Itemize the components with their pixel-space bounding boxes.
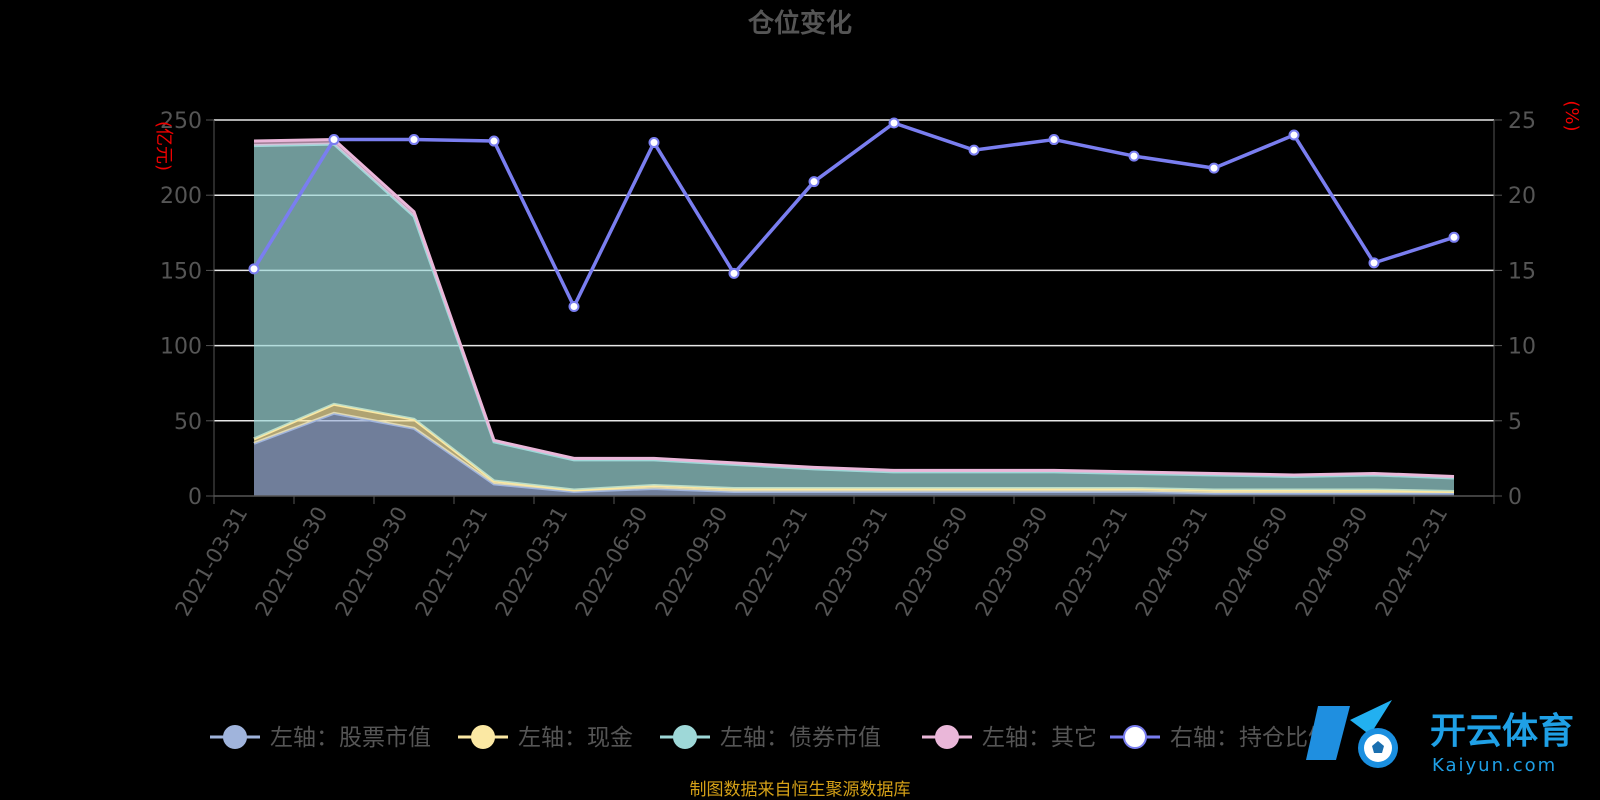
line-point xyxy=(968,144,980,156)
left-tick-label: 50 xyxy=(174,410,202,435)
x-tick-label: 2021-12-31 xyxy=(411,503,493,621)
watermark: 开云体育 Kaiyun.com xyxy=(1306,700,1574,776)
right-tick-label: 25 xyxy=(1508,109,1536,134)
watermark-cn: 开云体育 xyxy=(1430,711,1574,752)
legend: 左轴：股票市值 左轴：现金 左轴：债券市值 左轴：其它 右轴：持仓比例 xyxy=(210,725,1331,751)
chart-title: 仓位变化 xyxy=(747,8,852,39)
legend-marker xyxy=(935,725,959,749)
line-point xyxy=(1368,257,1380,269)
line-point xyxy=(408,134,420,146)
left-axis-unit: (亿元) xyxy=(153,121,174,171)
right-tick-label: 5 xyxy=(1508,410,1522,435)
line-series-0 xyxy=(252,121,1455,309)
left-tick-label: 150 xyxy=(160,259,202,284)
x-tick-label: 2023-12-31 xyxy=(1051,503,1133,621)
left-tick-label: 200 xyxy=(160,184,202,209)
line-point xyxy=(568,300,580,312)
ratio-line xyxy=(248,117,1460,312)
x-tick-label: 2024-12-31 xyxy=(1371,503,1453,621)
line-point xyxy=(888,117,900,129)
legend-item-1: 左轴：现金 xyxy=(458,725,633,751)
right-tick-label: 0 xyxy=(1508,485,1522,510)
legend-label: 左轴：现金 xyxy=(518,725,633,751)
x-tick-label: 2024-09-30 xyxy=(1291,503,1373,621)
left-tick-label: 0 xyxy=(188,485,202,510)
right-axis-unit: (%) xyxy=(1561,100,1582,131)
x-tick-label: 2022-06-30 xyxy=(571,503,653,621)
line-point xyxy=(808,176,820,188)
x-tick-label: 2024-03-31 xyxy=(1131,503,1213,621)
x-tick-label: 2023-06-30 xyxy=(891,503,973,621)
source-note: 制图数据来自恒生聚源数据库 xyxy=(690,780,911,800)
left-tick-label: 100 xyxy=(160,335,202,360)
legend-item-2: 左轴：债券市值 xyxy=(660,725,881,751)
line-point xyxy=(648,137,660,149)
line-point xyxy=(728,267,740,279)
legend-item-4: 右轴：持仓比例 xyxy=(1110,725,1331,751)
line-point xyxy=(488,135,500,147)
x-tick-label: 2021-06-30 xyxy=(251,503,333,621)
area-edge-series-3 xyxy=(253,138,1455,478)
legend-marker xyxy=(1123,725,1147,749)
x-tick-label: 2022-09-30 xyxy=(651,503,733,621)
x-tick-label: 2022-12-31 xyxy=(731,503,813,621)
legend-label: 右轴：持仓比例 xyxy=(1170,725,1331,751)
watermark-en: Kaiyun.com xyxy=(1432,755,1557,776)
line-point xyxy=(1048,134,1060,146)
legend-marker xyxy=(673,725,697,749)
legend-marker xyxy=(223,725,247,749)
left-tick-label: 250 xyxy=(160,109,202,134)
legend-label: 左轴：其它 xyxy=(982,725,1097,751)
stacked-areas xyxy=(253,138,1455,496)
legend-label: 左轴：股票市值 xyxy=(270,725,431,751)
line-point xyxy=(1208,162,1220,174)
x-tick-label: 2024-06-30 xyxy=(1211,503,1293,621)
x-tick-label: 2021-03-31 xyxy=(171,503,253,621)
line-point xyxy=(1128,150,1140,162)
line-point xyxy=(328,134,340,146)
football-logo-icon xyxy=(1306,700,1398,768)
right-tick-label: 15 xyxy=(1508,259,1536,284)
legend-item-0: 左轴：股票市值 xyxy=(210,725,431,751)
line-point xyxy=(1448,231,1460,243)
line-point xyxy=(1288,129,1300,141)
legend-item-3: 左轴：其它 xyxy=(922,725,1097,751)
right-tick-label: 20 xyxy=(1508,184,1536,209)
x-tick-label: 2021-09-30 xyxy=(331,503,413,621)
legend-label: 左轴：债券市值 xyxy=(720,725,881,751)
x-tick-label: 2022-03-31 xyxy=(491,503,573,621)
line-point xyxy=(248,263,260,275)
legend-marker xyxy=(471,725,495,749)
x-tick-label: 2023-09-30 xyxy=(971,503,1053,621)
x-tick-label: 2023-03-31 xyxy=(811,503,893,621)
right-tick-label: 10 xyxy=(1508,335,1536,360)
